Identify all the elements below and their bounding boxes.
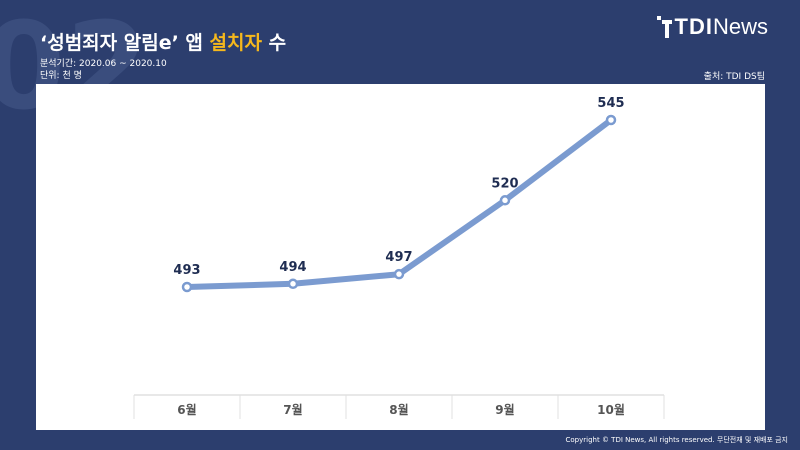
data-label: 545: [597, 96, 624, 111]
data-point: [181, 281, 193, 293]
data-label: 497: [385, 250, 412, 265]
data-label: 494: [279, 260, 306, 275]
x-tick-label: 6월: [177, 402, 196, 417]
title-part1: ‘성범죄자 알림e’ 앱: [40, 32, 210, 54]
logo-news: News: [712, 14, 768, 39]
analysis-period: 분석기간: 2020.06 ~ 2020.10: [40, 59, 167, 69]
data-point: [393, 268, 405, 280]
line-chart: 493 494 497 520 545 6월 7월 8월 9월 10월: [133, 96, 665, 419]
sub-info: 분석기간: 2020.06 ~ 2020.10 단위: 천 명: [40, 58, 167, 82]
x-tick-label: 9월: [495, 402, 514, 417]
title-highlight: 설치자: [209, 32, 262, 54]
title-part2: 수: [261, 32, 287, 54]
logo-tdi: TDI: [674, 14, 713, 39]
unit-label: 단위: 천 명: [40, 71, 82, 81]
x-tick-label: 8월: [389, 402, 408, 417]
tdi-news-logo: TDINews: [656, 16, 768, 38]
data-point: [605, 114, 617, 126]
x-tick-label: 7월: [283, 402, 302, 417]
data-point: [499, 195, 511, 206]
x-tick-label: 10월: [597, 402, 625, 417]
copyright: Copyright © TDI News, All rights reserve…: [565, 436, 788, 444]
source-label: 출처: TDI DS팀: [703, 72, 765, 82]
page-title: ‘성범죄자 알림e’ 앱 설치자 수: [40, 28, 286, 55]
data-label: 493: [173, 263, 200, 278]
data-label: 520: [491, 176, 518, 191]
logo-text: TDINews: [675, 16, 768, 38]
tdi-logo-icon: [656, 16, 673, 38]
data-point: [287, 278, 299, 290]
chart-panel: 493 494 497 520 545 6월 7월 8월 9월 10월: [36, 84, 765, 430]
